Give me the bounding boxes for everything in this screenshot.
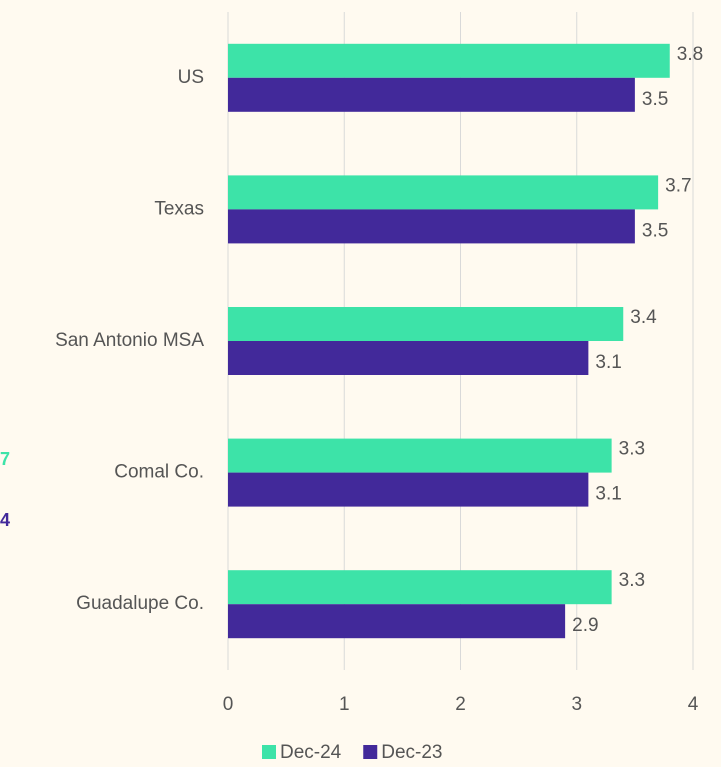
bar xyxy=(228,175,659,210)
bar xyxy=(228,604,566,639)
x-tick-label: 3 xyxy=(571,694,582,715)
bar xyxy=(228,438,612,473)
y-tick-label: Texas xyxy=(154,198,204,219)
y-tick-label: Guadalupe Co. xyxy=(76,593,204,614)
cropped-fragment: 4 xyxy=(0,510,10,530)
bar xyxy=(228,341,589,375)
value-label: 3.7 xyxy=(665,175,691,196)
bar xyxy=(228,77,635,112)
legend-label: Dec-24 xyxy=(280,742,342,763)
legend-label: Dec-23 xyxy=(381,742,442,763)
value-label: 3.3 xyxy=(619,439,645,460)
x-tick-label: 4 xyxy=(688,694,699,715)
legend-swatch xyxy=(363,745,378,759)
bar xyxy=(228,307,624,341)
value-label: 3.1 xyxy=(595,352,621,373)
legend-swatch xyxy=(262,745,276,759)
y-tick-label: US xyxy=(178,67,204,88)
value-label: 3.5 xyxy=(642,220,668,241)
value-label: 2.9 xyxy=(572,615,598,636)
value-label: 3.3 xyxy=(619,570,645,591)
bar xyxy=(228,472,589,507)
bar xyxy=(228,209,635,244)
value-label: 3.5 xyxy=(642,89,668,110)
x-tick-label: 0 xyxy=(223,694,234,715)
y-tick-label: San Antonio MSA xyxy=(55,330,204,351)
x-tick-label: 2 xyxy=(455,694,466,715)
bar xyxy=(228,570,612,605)
x-tick-label: 1 xyxy=(339,694,350,715)
value-label: 3.8 xyxy=(677,44,703,65)
bar xyxy=(228,43,670,78)
value-label: 3.4 xyxy=(630,307,657,328)
value-label: 3.1 xyxy=(595,484,621,505)
cropped-fragment: 7 xyxy=(0,449,10,469)
y-tick-label: Comal Co. xyxy=(114,462,204,483)
